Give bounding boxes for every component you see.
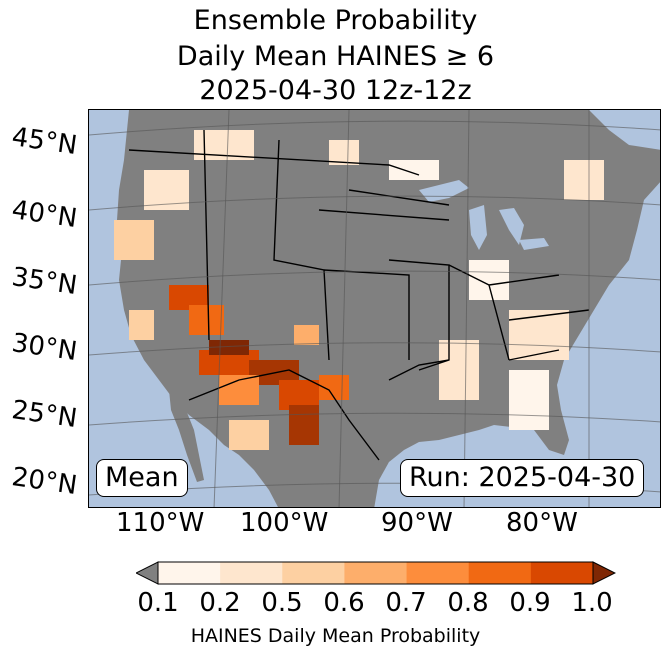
- colorbar-over-arrow: [592, 561, 617, 585]
- prob-cell: [189, 305, 224, 335]
- colorbar-tick-3: 0.6: [323, 588, 365, 618]
- colorbar-tick-2: 0.5: [261, 588, 303, 618]
- parallel-35: [89, 270, 660, 286]
- lat-label-25: 25°N: [9, 395, 79, 434]
- colorbar-bin: [530, 562, 594, 584]
- colorbar-bin: [344, 562, 408, 584]
- title-line-1: Ensemble Probability: [193, 5, 478, 36]
- colorbar-bin: [220, 562, 283, 584]
- colorbar-bin: [282, 562, 345, 584]
- mean-label: Mean: [96, 459, 188, 497]
- colorbar-tick-6: 0.9: [509, 588, 551, 618]
- prob-cell: [509, 310, 569, 360]
- colorbar-bar: [134, 561, 617, 585]
- title-line-2: Daily Mean HAINES ≥ 6: [176, 41, 495, 72]
- prob-cell: [129, 310, 154, 340]
- map-canvas: [89, 110, 660, 507]
- prob-cell: [209, 340, 249, 355]
- colorbar-tick-1: 0.2: [199, 588, 241, 618]
- lon-label-80: 80°W: [506, 508, 578, 538]
- borders: [128, 129, 590, 461]
- colorbar-under-arrow: [134, 561, 159, 585]
- parallel-30: [89, 342, 660, 356]
- map-panel: [88, 109, 661, 508]
- graticule: [89, 110, 660, 507]
- colorbar-bin: [468, 562, 532, 584]
- lon-label-90: 90°W: [381, 508, 453, 538]
- baja-california: [169, 390, 204, 482]
- colorbar-tick-4: 0.7: [385, 588, 427, 618]
- colorbar-bin: [406, 562, 470, 584]
- prob-cell: [389, 160, 439, 180]
- prob-cell: [329, 140, 359, 165]
- run-label: Run: 2025-04-30: [400, 459, 645, 497]
- colorbar-tick-0: 0.1: [137, 588, 179, 618]
- prob-cell: [289, 405, 319, 445]
- parallel-25: [89, 412, 660, 426]
- meridian-110: [213, 110, 230, 507]
- title-line-3: 2025-04-30 12z-12z: [199, 75, 472, 106]
- colorbar-tick-7: 1.0: [571, 588, 613, 618]
- lon-label-110: 110°W: [116, 508, 205, 538]
- prob-cell: [564, 160, 604, 200]
- prob-cell: [469, 260, 509, 300]
- meridian-90: [463, 110, 470, 507]
- lat-label-45: 45°N: [9, 122, 79, 161]
- prob-cell: [509, 370, 549, 430]
- colorbar: [134, 561, 617, 589]
- prob-cell: [294, 325, 319, 345]
- hudson-bay-water: [589, 110, 660, 150]
- meridian-100: [338, 110, 350, 507]
- probability-pixels: [114, 130, 604, 450]
- parallel-40: [89, 195, 660, 211]
- prob-cell: [114, 220, 154, 260]
- prob-cell: [439, 340, 479, 400]
- lat-label-35: 35°N: [9, 262, 79, 301]
- lat-label-40: 40°N: [9, 195, 79, 234]
- colorbar-title: HAINES Daily Mean Probability: [190, 625, 481, 647]
- prob-cell: [229, 420, 269, 450]
- state-borders: [203, 129, 590, 381]
- colorbar-tick-5: 0.8: [447, 588, 489, 618]
- lat-label-30: 30°N: [9, 328, 79, 367]
- lat-label-20: 20°N: [9, 462, 79, 501]
- lon-label-100: 100°W: [240, 508, 329, 538]
- parallel-45: [89, 120, 660, 136]
- colorbar-bin: [158, 562, 221, 584]
- colorbar-frame: [157, 561, 594, 585]
- great-lakes: [419, 180, 549, 250]
- country-border: [128, 149, 420, 461]
